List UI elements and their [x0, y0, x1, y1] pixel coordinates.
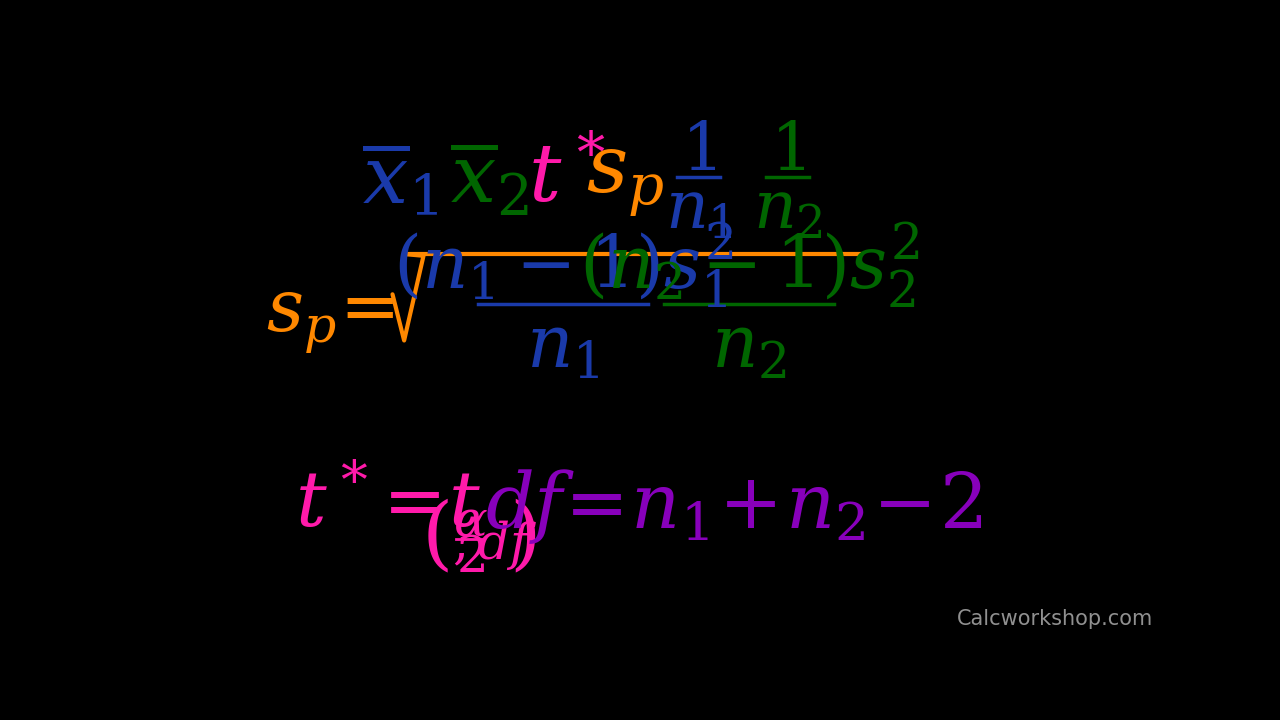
Text: $n_2$: $n_2$: [712, 314, 787, 383]
Text: $1$: $1$: [681, 118, 716, 184]
Text: $t^*$: $t^*$: [529, 141, 605, 220]
Text: $1$: $1$: [771, 118, 805, 184]
Text: $s_p\!=\!$: $s_p\!=\!$: [266, 287, 394, 356]
Text: $)$: $)$: [509, 500, 536, 577]
Text: Calcworkshop.com: Calcworkshop.com: [957, 609, 1153, 629]
Text: $t^*\!=\!t$: $t^*\!=\!t$: [296, 469, 481, 543]
Text: $df\!=\!n_1\!+\!n_2\!-\!2$: $df\!=\!n_1\!+\!n_2\!-\!2$: [485, 467, 982, 546]
Text: $,df$: $,df$: [452, 518, 538, 572]
Text: $(n_2-1)s_2^2$: $(n_2-1)s_2^2$: [579, 220, 919, 310]
Text: $\overline{x}_2$: $\overline{x}_2$: [451, 140, 529, 220]
Text: $2$: $2$: [456, 534, 484, 582]
Text: $\alpha$: $\alpha$: [453, 498, 488, 546]
Text: $n_1$: $n_1$: [526, 314, 600, 383]
Text: $n_2$: $n_2$: [753, 176, 823, 243]
Text: $\overline{x}_1$: $\overline{x}_1$: [362, 141, 438, 220]
Text: $(n_1-1)s_1^2$: $(n_1-1)s_1^2$: [393, 220, 733, 310]
Text: $n_1$: $n_1$: [664, 176, 732, 243]
Text: $($: $($: [421, 500, 449, 577]
Text: $s_p$: $s_p$: [586, 141, 664, 220]
